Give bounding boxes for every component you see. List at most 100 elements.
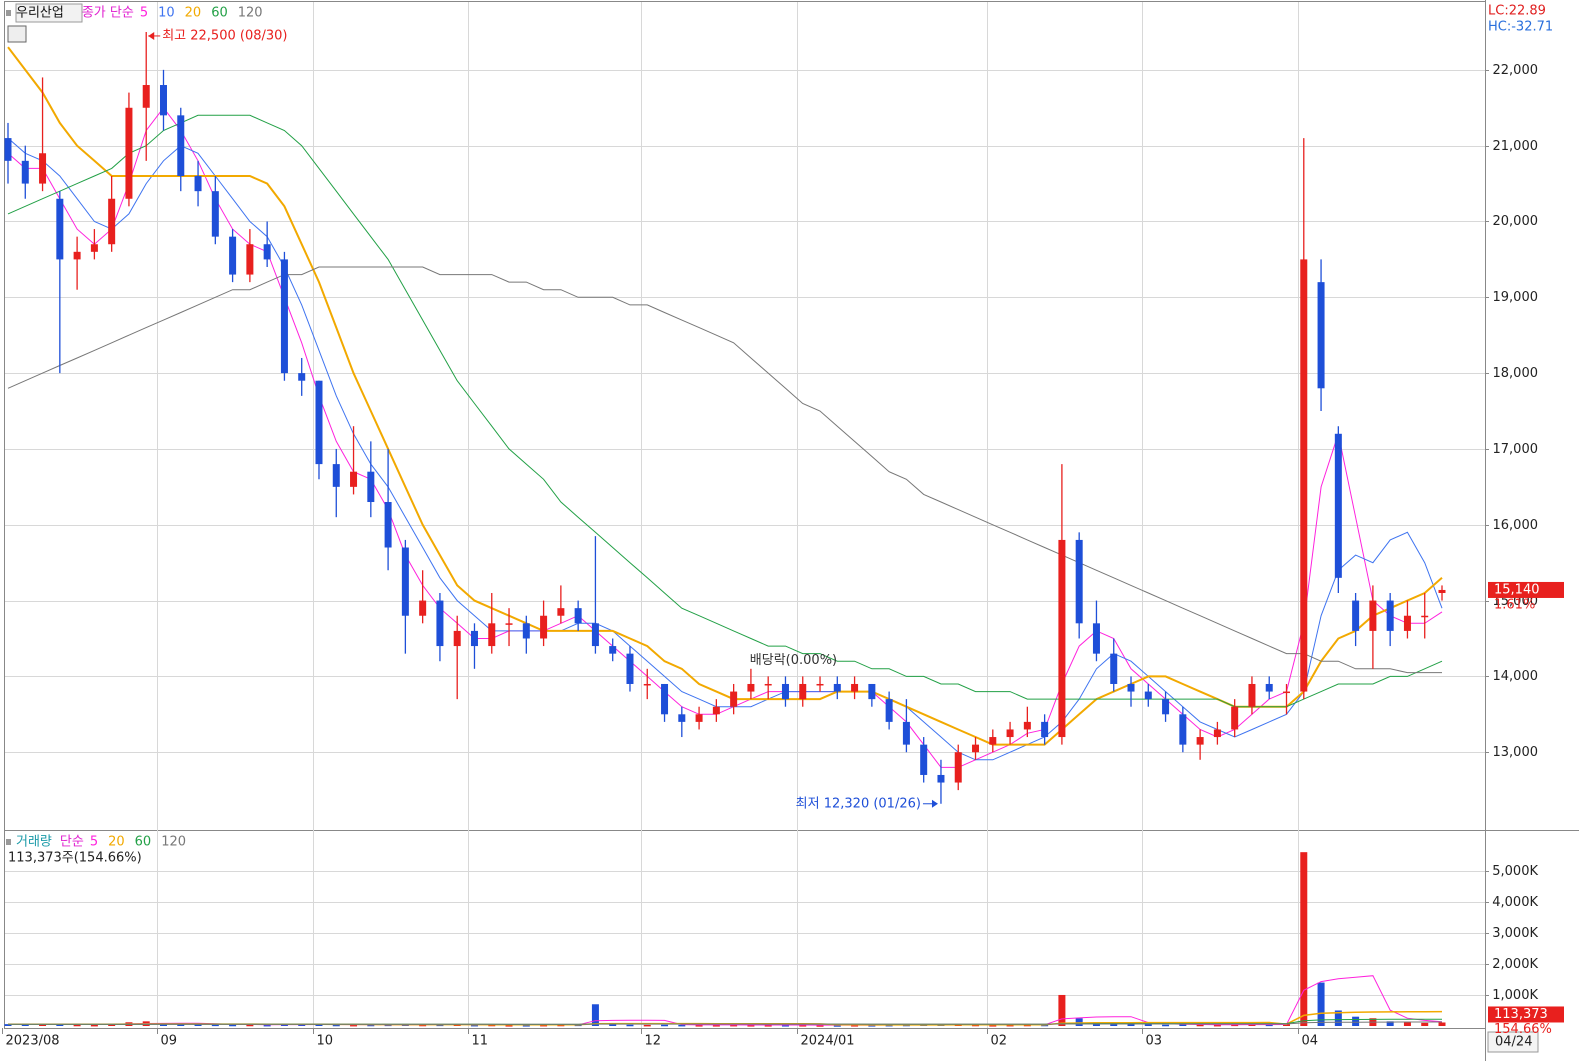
candle-body	[1058, 539, 1066, 738]
candle-body	[108, 198, 116, 245]
candle-body	[591, 623, 599, 647]
y-tick-label: 5,000K	[1492, 864, 1538, 879]
volume-bar	[1334, 1010, 1342, 1026]
moving-average-line	[7, 46, 1443, 746]
y-tick-label: 16,000	[1493, 518, 1539, 533]
volume-bar	[1006, 1024, 1014, 1027]
candle-body	[1092, 623, 1100, 654]
candle-body	[1144, 691, 1152, 700]
candle-body	[125, 107, 133, 199]
candle-body	[246, 244, 254, 275]
volume-bar	[626, 1024, 634, 1027]
candle-body	[470, 630, 478, 647]
x-tick-label: 10	[317, 1034, 334, 1049]
legend-entry: 60	[135, 835, 152, 850]
volume-bar	[661, 1024, 669, 1027]
volume-change-label: 154.66%	[1494, 1022, 1552, 1037]
volume-bar	[643, 1024, 651, 1027]
high-arrowhead	[148, 31, 155, 40]
candle-body	[712, 706, 720, 715]
candle-body	[350, 471, 358, 487]
x-tick-label: 09	[161, 1034, 178, 1049]
volume-bar	[1213, 1024, 1221, 1027]
candle-body	[505, 623, 513, 625]
candle-body	[574, 608, 582, 624]
volume-bar	[1300, 852, 1308, 1026]
last-volume-tag	[1488, 1006, 1564, 1023]
candle-body	[211, 191, 219, 237]
volume-bar	[159, 1023, 167, 1026]
volume-bar	[263, 1024, 271, 1027]
y-tick-label: 2,000K	[1492, 957, 1538, 972]
grid-icon[interactable]	[7, 25, 27, 43]
volume-bar	[108, 1024, 116, 1026]
change-label: 1.61%	[1494, 597, 1535, 612]
x-tick-label: 2023/08	[6, 1034, 60, 1049]
volume-bar	[833, 1025, 841, 1027]
legend-entry: 120	[161, 835, 186, 850]
candle-body	[885, 699, 893, 722]
volume-bar	[1075, 1018, 1083, 1026]
volume-bar	[488, 1024, 496, 1027]
legend-marker	[6, 839, 11, 845]
volume-bar	[695, 1025, 703, 1027]
candle-body	[177, 115, 185, 177]
y-tick-label: 19,000	[1493, 290, 1539, 305]
volume-bar	[1386, 1021, 1394, 1026]
symbol-box[interactable]	[15, 3, 83, 23]
volume-bar	[1162, 1024, 1170, 1027]
volume-bar	[1438, 1022, 1446, 1026]
candle-body	[920, 744, 928, 775]
legend-entry: 5	[90, 835, 98, 850]
candle-body	[39, 153, 47, 184]
volume-bar	[816, 1025, 824, 1027]
candle-body	[1248, 683, 1256, 707]
candle-body	[1023, 721, 1031, 730]
volume-bar	[1317, 982, 1325, 1026]
candle-body	[816, 683, 824, 686]
candle-body	[1110, 653, 1118, 684]
candle-body	[1213, 729, 1221, 738]
candle-body	[419, 600, 427, 616]
volume-bar	[211, 1024, 219, 1027]
volume-info: 113,373주(154.66%)	[8, 851, 142, 866]
candle-body	[453, 630, 461, 647]
event-note: 배당락(0.00%)	[750, 653, 837, 668]
volume-bar	[557, 1024, 565, 1027]
volume-bar	[885, 1024, 893, 1027]
candle-body	[781, 683, 789, 700]
candle-body	[522, 623, 530, 639]
volume-bar	[609, 1023, 617, 1026]
volume-bar	[1231, 1024, 1239, 1027]
legend-entry: 120	[238, 6, 263, 21]
volume-bar	[730, 1024, 738, 1027]
legend-entry: 20	[108, 835, 125, 850]
volume-bar	[851, 1025, 859, 1027]
volume-bar	[194, 1024, 202, 1026]
volume-bar	[1144, 1024, 1152, 1026]
candle-body	[747, 683, 755, 692]
candle-body	[1438, 589, 1446, 593]
hc-label: HC:-32.71	[1488, 20, 1553, 35]
volume-bar	[747, 1025, 755, 1027]
volume-bar	[1403, 1022, 1411, 1026]
legend-method: 단순	[60, 835, 84, 850]
x-tick-label: 02	[991, 1034, 1008, 1049]
legend-entry: 5	[140, 6, 148, 21]
volume-bar	[1421, 1022, 1429, 1026]
x-tick-label: 12	[645, 1034, 662, 1049]
candle-body	[678, 714, 686, 722]
y-tick-label: 18,000	[1493, 366, 1539, 381]
legend-entry: 10	[158, 6, 175, 21]
volume-bar	[4, 1024, 12, 1026]
candle-body	[609, 646, 617, 654]
candle-body	[1006, 729, 1014, 738]
candle-body	[56, 198, 64, 260]
low-arrowhead	[931, 799, 938, 808]
volume-bar	[21, 1024, 29, 1026]
candle-body	[401, 547, 409, 616]
legend-method: 종가 단순	[82, 6, 134, 21]
volume-bar	[1265, 1024, 1273, 1027]
last-price-label: 15,140	[1494, 582, 1540, 597]
